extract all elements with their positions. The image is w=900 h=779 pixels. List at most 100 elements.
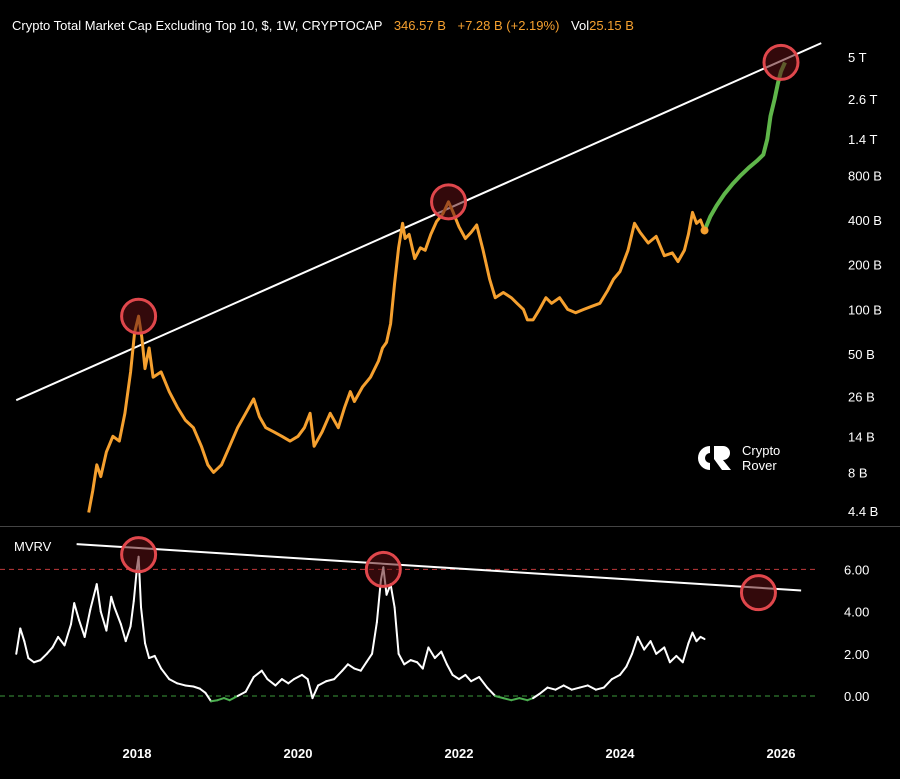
mvrv-segment [421, 646, 430, 670]
mvrv-segment [518, 697, 529, 702]
mvrv-segment [23, 640, 30, 660]
mvrv-y-tick-label: 0.00 [844, 689, 869, 704]
mvrv-segment [681, 642, 690, 664]
mvrv-segment [502, 697, 513, 702]
mvrv-segment [160, 667, 171, 681]
mvrv-y-tick-label: 6.00 [844, 562, 869, 577]
mvrv-segment [311, 684, 320, 700]
mvrv-segment [451, 673, 460, 681]
mvrv-segment [210, 699, 219, 703]
mvrv-segment [643, 640, 652, 651]
mvrv-segment [110, 595, 116, 609]
mvrv-segment [554, 684, 565, 691]
mvrv-segment [594, 686, 605, 691]
mvrv-segment [216, 697, 225, 702]
mvrv-trendline [76, 543, 802, 592]
brand-line-1: Crypto [742, 443, 781, 458]
mvrv-segment [464, 673, 473, 683]
mvrv-segment [445, 663, 454, 676]
mvrv-segment [99, 610, 108, 632]
mvrv-segment [204, 691, 213, 703]
mvrv-segment [631, 635, 639, 655]
x-tick-label: 2018 [123, 746, 152, 761]
mvrv-segment [570, 686, 581, 691]
last-price-dot [700, 226, 709, 235]
crypto-rover-logo-icon [698, 446, 731, 470]
mvrv-segment [184, 684, 195, 688]
mvrv-segment [119, 623, 127, 643]
peak-marker-mvrv-1 [364, 550, 402, 588]
y-tick-label: 14 B [848, 429, 875, 444]
y-tick-label: 5 T [848, 50, 867, 65]
mvrv-segment [353, 667, 362, 672]
mvrv-segment [148, 654, 156, 660]
price-value: 346.57 B [393, 18, 446, 33]
mvrv-segment [198, 687, 207, 694]
mvrv-segment [486, 686, 497, 697]
mvrv-segment [78, 619, 86, 638]
mvrv-segment [625, 652, 634, 668]
mvrv-segment [578, 684, 589, 689]
volume-label: Vol [571, 18, 590, 33]
axes: 5 T 2.6 T 1.4 T 800 B 400 B 200 B 100 B 50 B 26 … [123, 50, 882, 761]
mvrv-segment [458, 673, 467, 681]
y-tick-label: 200 B [848, 258, 882, 273]
mvrv-segment [470, 676, 481, 683]
mvrv-segment [526, 697, 535, 702]
mvrv-segment [610, 673, 621, 681]
mvrv-segment [403, 659, 412, 666]
series-layer [15, 61, 787, 703]
peak-marker-mvrv-0 [120, 536, 158, 574]
y-tick-label: 2.6 T [848, 92, 877, 107]
y-tick-label: 100 B [848, 302, 882, 317]
mvrv-segment [317, 680, 328, 687]
mvrv-segment [124, 625, 132, 643]
mvrv-segment [371, 621, 378, 655]
mvrv-segment [45, 646, 54, 655]
x-tick-label: 2024 [606, 746, 636, 761]
mvrv-segment [416, 661, 424, 670]
mvrv-segment [244, 676, 255, 693]
y-tick-label: 50 B [848, 347, 875, 362]
mvrv-segment [586, 684, 597, 691]
mvrv-segment [260, 669, 269, 681]
mvrv-segment [83, 608, 92, 638]
mvrv-segment [280, 678, 290, 685]
mvrv-segment [140, 606, 147, 645]
mvrv-segment [532, 692, 541, 700]
y-tick-label: 8 B [848, 465, 868, 480]
y-tick-label: 800 B [848, 168, 882, 183]
peak-markers [120, 43, 800, 612]
chart-title: Crypto Total Market Cap Excluding Top 10… [12, 18, 383, 33]
mvrv-segment [63, 623, 72, 647]
mvrv-segment [144, 642, 151, 660]
mvrv-segment [478, 676, 489, 689]
mvrv-segment [51, 635, 60, 649]
mvrv-segment [274, 678, 283, 687]
mvrv-segment [39, 652, 48, 662]
mvrv-segment [393, 606, 400, 655]
mvrv-segment [427, 646, 436, 660]
mvrv-segment [153, 654, 163, 670]
mvrv-segment [346, 663, 356, 670]
mvrv-segment [341, 663, 349, 672]
volume-value: 25.15 B [589, 18, 634, 33]
mvrv-segment [19, 627, 26, 643]
mvrv-segment [409, 659, 419, 664]
mvrv-segment [668, 654, 678, 664]
mvrv-segment [440, 650, 448, 666]
mvrv-segment [675, 654, 684, 664]
mvrv-segment [95, 583, 102, 613]
mvrv-segment [691, 631, 698, 643]
mvrv-y-tick-label: 4.00 [844, 605, 869, 620]
mvrv-segment [266, 678, 277, 687]
mvrv-segment [176, 682, 187, 687]
mvrv-pane-title: MVRV [14, 539, 52, 554]
y-tick-label: 1.4 T [848, 132, 877, 147]
mvrv-segment [562, 684, 573, 691]
mvrv-segment [389, 583, 396, 609]
y-tick-label: 4.4 B [848, 504, 878, 519]
y-tick-label: 400 B [848, 213, 882, 228]
mvrv-segment [636, 635, 646, 651]
